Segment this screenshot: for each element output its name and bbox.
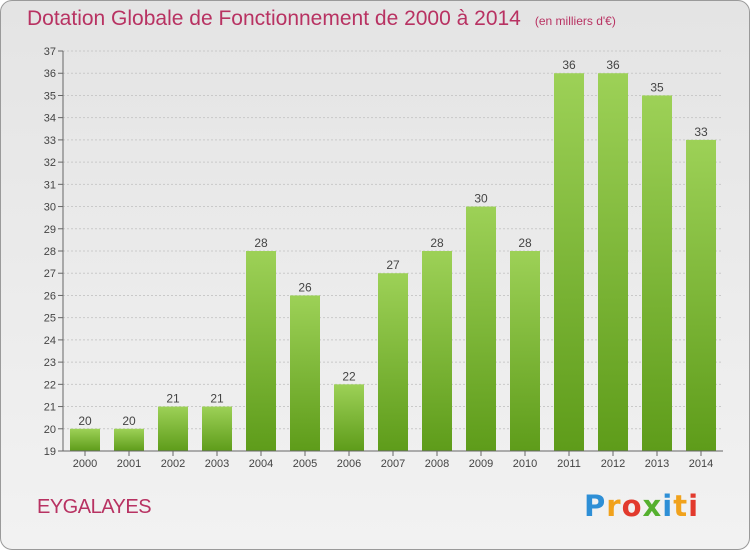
data-label-2013: 35 [650, 80, 664, 94]
data-label-2009: 30 [474, 192, 488, 206]
x-tick-label-2004: 2004 [249, 458, 273, 470]
x-tick-label-2010: 2010 [513, 458, 537, 470]
bar-2012 [598, 73, 628, 451]
data-label-2005: 26 [298, 280, 312, 294]
x-tick-label-2007: 2007 [381, 458, 405, 470]
data-label-2000: 20 [78, 414, 92, 428]
bar-2002 [158, 406, 188, 451]
x-tick-label-2014: 2014 [689, 458, 713, 470]
bar-2010 [510, 251, 540, 451]
chart-title: Dotation Globale de Fonctionnement de 20… [27, 7, 616, 31]
y-tick-label: 27 [44, 268, 56, 280]
commune-name: EYGALAYES [37, 496, 152, 518]
y-tick-label: 33 [44, 135, 56, 147]
chart-subtitle: (en milliers d'€) [534, 14, 616, 28]
data-label-2012: 36 [606, 58, 620, 72]
x-tick-label-2012: 2012 [601, 458, 625, 470]
bar-2007 [378, 273, 408, 451]
bars: 20 20 21 21 28 26 22 27 28 30 28 36 36 35 33 [70, 58, 716, 451]
y-tick-label: 26 [44, 290, 56, 302]
bar-2013 [642, 95, 672, 451]
y-tick-label: 19 [44, 446, 56, 458]
proxiti-logo[interactable]: Proxiti [584, 489, 700, 523]
y-tick-label: 31 [44, 179, 56, 191]
bar-2003 [202, 406, 232, 451]
x-tick-label-2001: 2001 [117, 458, 141, 470]
x-tick-label-2000: 2000 [73, 458, 97, 470]
chart-title-text: Dotation Globale de Fonctionnement de 20… [27, 7, 521, 30]
data-label-2002: 21 [166, 392, 180, 406]
data-label-2001: 20 [122, 414, 136, 428]
bar-2009 [466, 206, 496, 451]
x-tick-label-2006: 2006 [337, 458, 361, 470]
y-tick-label: 21 [44, 402, 56, 414]
data-label-2011: 36 [562, 58, 576, 72]
bar-2004 [246, 251, 276, 451]
y-tick-label: 30 [44, 202, 56, 214]
y-tick-label: 23 [44, 357, 56, 369]
bar-2000 [70, 428, 100, 451]
data-label-2008: 28 [430, 236, 444, 250]
data-label-2007: 27 [386, 258, 400, 272]
y-tick-label: 28 [44, 246, 56, 258]
y-tick-label: 25 [44, 313, 56, 325]
data-label-2010: 28 [518, 236, 532, 250]
data-label-2003: 21 [210, 392, 224, 406]
x-tick-label-2009: 2009 [469, 458, 493, 470]
y-tick-label: 20 [44, 424, 56, 436]
x-tick-label-2002: 2002 [161, 458, 185, 470]
bar-2008 [422, 251, 452, 451]
data-label-2004: 28 [254, 236, 268, 250]
bar-2014 [686, 139, 716, 451]
y-tick-label: 32 [44, 157, 56, 169]
data-label-2006: 22 [342, 369, 356, 383]
bar-2006 [334, 384, 364, 451]
y-tick-label: 35 [44, 90, 56, 102]
x-tick-label-2011: 2011 [557, 458, 581, 470]
x-axis: 2000 2001 2002 2003 2004 2005 2006 2007 2008 2009… [63, 450, 723, 470]
y-tick-label: 36 [44, 68, 56, 80]
x-tick-label-2003: 2003 [205, 458, 229, 470]
data-label-2014: 33 [694, 125, 708, 139]
y-tick-label: 37 [44, 46, 56, 58]
x-tick-label-2013: 2013 [645, 458, 669, 470]
y-tick-label: 24 [44, 335, 56, 347]
x-tick-label-2005: 2005 [293, 458, 317, 470]
bar-2011 [554, 73, 584, 451]
bar-2005 [290, 295, 320, 451]
y-tick-label: 29 [44, 224, 56, 236]
bar-2001 [114, 428, 144, 451]
y-tick-label: 34 [44, 113, 56, 125]
y-axis: 19 20 21 22 23 24 25 26 27 28 29 30 31 32 33 34 35 36 37 [44, 46, 64, 458]
x-tick-label-2008: 2008 [425, 458, 449, 470]
y-tick-label: 22 [44, 379, 56, 391]
